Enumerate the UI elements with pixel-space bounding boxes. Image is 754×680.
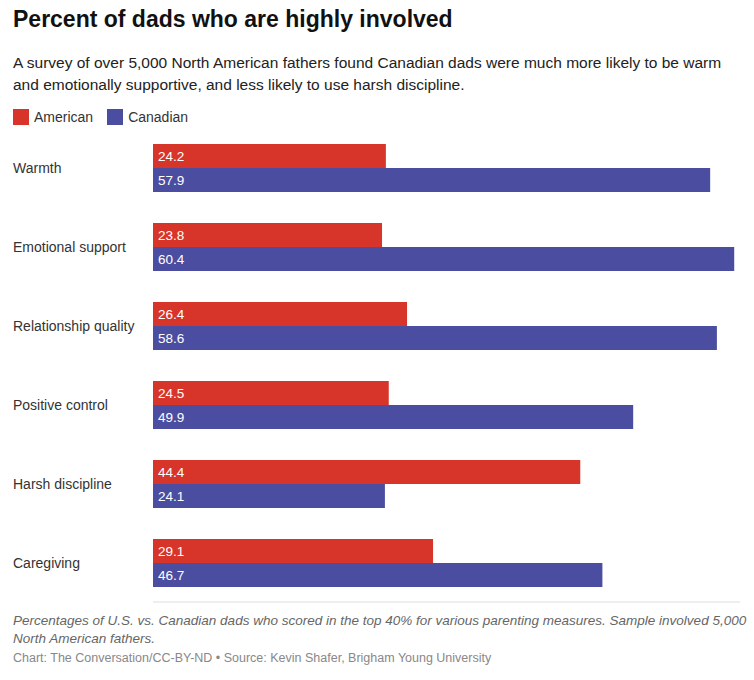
svg-text:46.7: 46.7 [158, 568, 184, 583]
svg-text:Warmth: Warmth [13, 160, 61, 176]
svg-text:58.6: 58.6 [158, 331, 184, 346]
svg-text:24.5: 24.5 [158, 386, 184, 401]
html-text:A survey of over 5,000 North A: A survey of over 5,000 North American fa… [13, 54, 722, 93]
html-text:Chart: The Conversation/CC-BY-: Chart: The Conversation/CC-BY-ND • Sourc… [13, 651, 492, 665]
svg-text:23.8: 23.8 [158, 228, 184, 243]
svg-text:49.9: 49.9 [158, 410, 184, 425]
svg-text:Harsh discipline: Harsh discipline [13, 476, 112, 492]
svg-text:Positive control: Positive control [13, 397, 108, 413]
svg-text:26.4: 26.4 [158, 307, 185, 322]
html-text:Canadian: Canadian [128, 109, 189, 125]
svg-text:29.1: 29.1 [158, 544, 184, 559]
html-text:Percentages of U.S. vs. Canadi: Percentages of U.S. vs. Canadian dads wh… [13, 613, 747, 646]
svg-text:44.4: 44.4 [158, 465, 185, 480]
svg-text:Emotional support: Emotional support [13, 239, 126, 255]
html-text:Percent of dads who are highly: Percent of dads who are highly involved [13, 6, 453, 32]
html-text:American: American [34, 109, 94, 125]
svg-text:Caregiving: Caregiving [13, 555, 80, 571]
svg-text:24.1: 24.1 [158, 489, 184, 504]
svg-text:24.2: 24.2 [158, 149, 184, 164]
svg-text:60.4: 60.4 [158, 252, 185, 267]
svg-text:Relationship quality: Relationship quality [13, 318, 134, 334]
svg-text:57.9: 57.9 [158, 173, 184, 188]
